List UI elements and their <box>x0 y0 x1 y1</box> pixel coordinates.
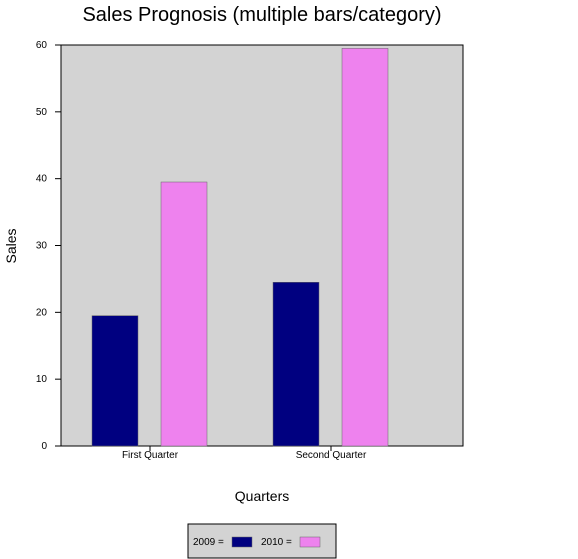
legend-swatch-2010 <box>299 536 321 548</box>
y-axis-ticks: 0 10 20 30 40 50 60 <box>36 40 61 452</box>
legend: 2009 = 2010 = <box>187 523 337 559</box>
y-tick-label: 40 <box>36 174 48 185</box>
x-tick-label: First Quarter <box>122 450 179 461</box>
y-tick-label: 20 <box>36 307 48 318</box>
y-tick-label: 30 <box>36 241 48 252</box>
bar-2010-1 <box>341 48 389 447</box>
bar-2010-0 <box>160 181 208 447</box>
x-tick-label: Second Quarter <box>296 450 367 461</box>
chart-title: Sales Prognosis (multiple bars/category) <box>82 4 441 26</box>
y-axis-label: Sales <box>3 228 19 263</box>
bar-2009-0 <box>91 315 139 447</box>
legend-label-2009: 2009 = <box>193 537 224 548</box>
legend-swatch-2009 <box>231 536 253 548</box>
legend-label-2010: 2010 = <box>261 537 292 548</box>
y-tick-label: 50 <box>36 107 48 118</box>
x-axis-ticks: First Quarter Second Quarter <box>122 446 367 461</box>
bar-2009-1 <box>272 282 320 447</box>
y-tick-label: 10 <box>36 374 48 385</box>
y-tick-label: 60 <box>36 40 48 51</box>
bars <box>91 48 389 447</box>
y-tick-label: 0 <box>41 441 47 452</box>
x-axis-label: Quarters <box>235 488 289 504</box>
